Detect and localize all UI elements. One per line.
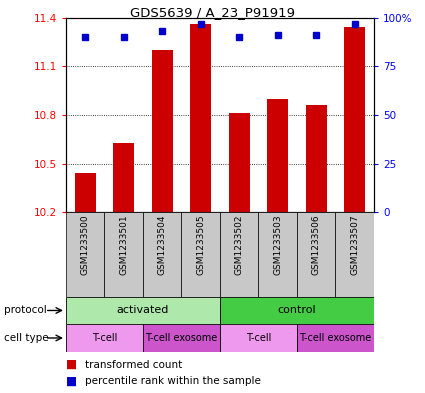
Bar — [220, 297, 374, 324]
Text: control: control — [278, 305, 316, 316]
Bar — [306, 105, 327, 212]
Text: T-cell exosome: T-cell exosome — [299, 333, 371, 343]
Bar — [229, 113, 250, 212]
Text: GSM1233507: GSM1233507 — [350, 215, 359, 275]
Bar — [66, 212, 105, 297]
Bar — [190, 24, 211, 212]
Text: GSM1233503: GSM1233503 — [273, 215, 282, 275]
Text: activated: activated — [117, 305, 169, 316]
Text: T-cell: T-cell — [246, 333, 271, 343]
Bar — [267, 99, 288, 212]
Text: percentile rank within the sample: percentile rank within the sample — [85, 376, 261, 386]
Bar — [335, 212, 374, 297]
Bar — [143, 212, 181, 297]
Text: GSM1233500: GSM1233500 — [81, 215, 90, 275]
Bar — [152, 50, 173, 212]
Bar — [66, 324, 143, 352]
Text: T-cell exosome: T-cell exosome — [145, 333, 218, 343]
Text: GSM1233502: GSM1233502 — [235, 215, 244, 275]
Text: GSM1233501: GSM1233501 — [119, 215, 128, 275]
Bar — [344, 28, 366, 212]
Text: GDS5639 / A_23_P91919: GDS5639 / A_23_P91919 — [130, 6, 295, 19]
Bar — [74, 173, 96, 212]
Bar — [105, 212, 143, 297]
Text: T-cell: T-cell — [92, 333, 117, 343]
Bar — [181, 212, 220, 297]
Bar — [297, 324, 374, 352]
Bar — [66, 297, 220, 324]
Bar — [220, 324, 297, 352]
Text: transformed count: transformed count — [85, 360, 182, 370]
Bar — [258, 212, 297, 297]
Bar — [113, 143, 134, 212]
Bar — [220, 212, 258, 297]
Text: GSM1233506: GSM1233506 — [312, 215, 321, 275]
Text: cell type: cell type — [4, 333, 49, 343]
Text: ■: ■ — [66, 375, 77, 388]
Text: GSM1233505: GSM1233505 — [196, 215, 205, 275]
Text: GSM1233504: GSM1233504 — [158, 215, 167, 275]
Text: ■: ■ — [66, 358, 77, 371]
Bar — [297, 212, 335, 297]
Text: protocol: protocol — [4, 305, 47, 316]
Bar — [143, 324, 220, 352]
